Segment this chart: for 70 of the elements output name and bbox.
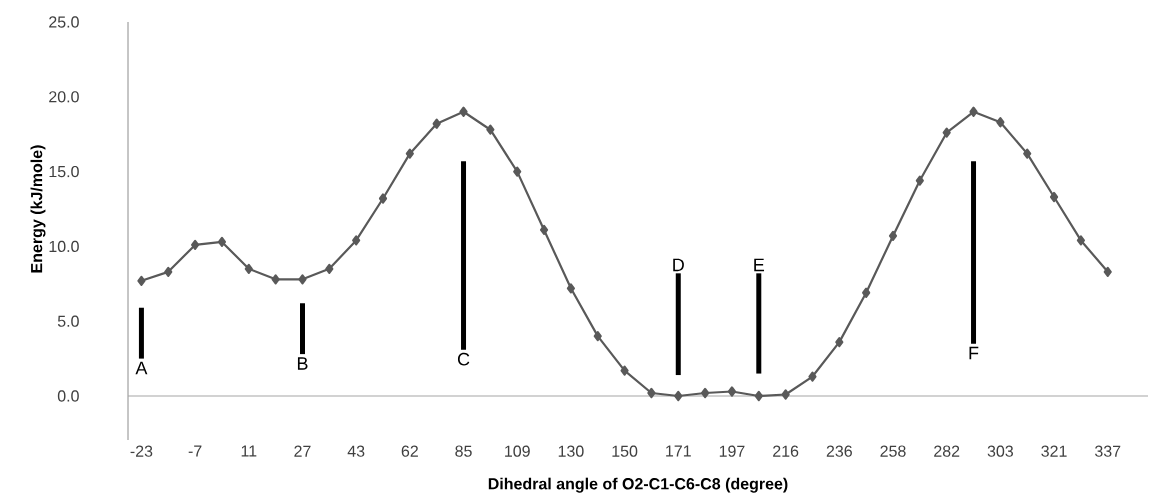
point: [888, 230, 898, 242]
x-tick-label: -23: [130, 445, 153, 457]
point: [674, 390, 683, 402]
y-tick-label: 20.0: [49, 91, 79, 103]
point: [298, 274, 307, 285]
x-tick-label: 258: [880, 445, 906, 457]
point: [271, 274, 280, 285]
point: [513, 166, 522, 177]
x-tick-label: 197: [719, 445, 745, 457]
data-label: F: [969, 346, 979, 360]
point: [701, 387, 710, 399]
x-tick-label: 337: [1095, 445, 1121, 457]
x-tick-label: 11: [241, 445, 257, 457]
point: [915, 175, 924, 186]
point: [862, 287, 871, 298]
point: [191, 239, 200, 250]
data-label: C: [457, 352, 470, 366]
x-tick-label: -7: [188, 445, 202, 457]
x-tick-label: 62: [401, 445, 418, 457]
point: [405, 148, 414, 159]
point: [996, 117, 1005, 128]
point: [352, 235, 361, 246]
point: [808, 371, 817, 382]
x-tick-label: 303: [987, 445, 1014, 457]
point: [486, 124, 495, 135]
y-tick-label: 10.0: [49, 240, 79, 253]
x-tick-label: 171: [666, 445, 691, 457]
y-axis-title: Energy (kJ/mole): [30, 145, 46, 273]
point: [1023, 148, 1032, 159]
point: [164, 266, 173, 277]
data-label: E: [754, 258, 765, 272]
point: [727, 386, 737, 397]
y-tick-label: 15.0: [49, 165, 79, 178]
data-label: A: [135, 361, 148, 375]
point: [244, 263, 253, 274]
point: [378, 193, 388, 204]
point: [432, 118, 441, 129]
point: [1076, 235, 1085, 246]
x-tick-label: 85: [455, 445, 472, 457]
point: [566, 283, 575, 294]
y-tick-label: 5.0: [57, 315, 79, 327]
point: [969, 106, 978, 117]
x-tick-label: 43: [347, 445, 365, 457]
point: [781, 389, 790, 400]
data-label: B: [297, 357, 308, 370]
point: [325, 263, 334, 274]
point: [835, 337, 844, 348]
point: [539, 224, 549, 236]
point: [137, 275, 146, 286]
y-tick-label: 0.0: [57, 390, 79, 402]
x-tick-label: 236: [826, 445, 852, 457]
point: [459, 106, 468, 117]
point: [620, 365, 629, 376]
point: [1103, 266, 1112, 277]
x-tick-label: 27: [294, 445, 311, 457]
point: [217, 236, 227, 248]
x-axis-title: Dihedral angle of O2-C1-C6-C8 (degree): [488, 477, 788, 493]
x-tick-label: 109: [505, 445, 530, 457]
point: [1049, 191, 1059, 203]
x-tick-label: 150: [612, 445, 638, 457]
x-tick-label: 130: [558, 445, 584, 457]
data-label: D: [673, 258, 684, 272]
point: [647, 387, 656, 399]
x-tick-label: 216: [773, 445, 799, 457]
point: [942, 127, 951, 138]
y-tick-label: 25.0: [49, 16, 79, 28]
point: [593, 331, 602, 342]
x-tick-label: 282: [934, 445, 960, 457]
point: [754, 390, 763, 402]
x-tick-label: 321: [1041, 445, 1067, 457]
